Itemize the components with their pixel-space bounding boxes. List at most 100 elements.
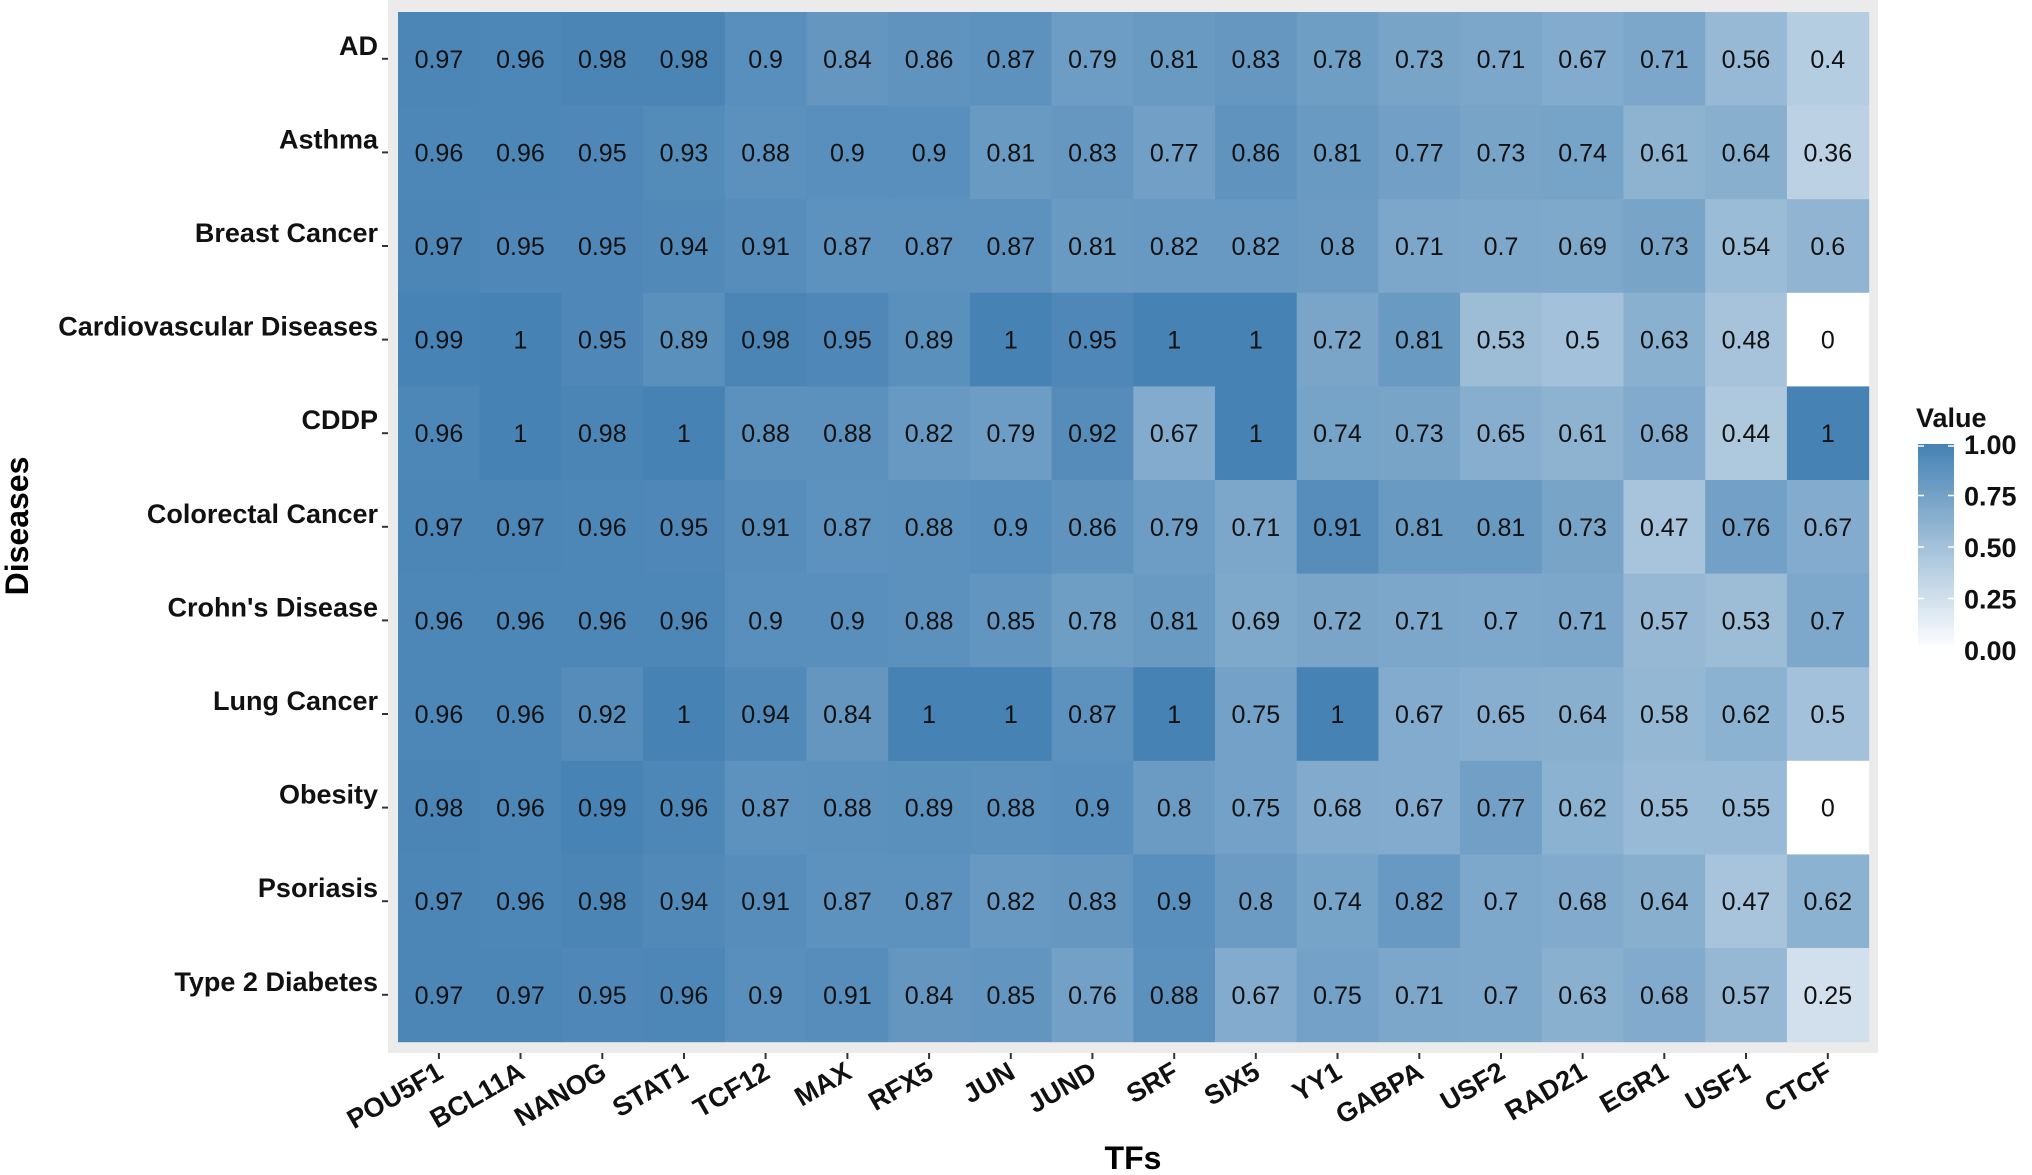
- cell-value-label: 0.84: [823, 46, 872, 74]
- cell-value-label: 0.93: [660, 139, 709, 167]
- cell-value-label: 0: [1821, 327, 1835, 355]
- cell-value-label: 0.81: [986, 139, 1035, 167]
- cell-value-label: 0.48: [1722, 327, 1771, 355]
- heatmap-cell-breast-cancer-ctcf: [1786, 199, 1870, 294]
- heatmap-cell-crohn-s-disease-usf2: [1460, 573, 1543, 668]
- heatmap-cell-asthma-tcf12: [724, 105, 808, 200]
- heatmap-cell-psoriasis-max: [806, 854, 889, 949]
- cell-value-label: 0.98: [415, 795, 464, 823]
- heatmap-cell-psoriasis-rad21: [1541, 854, 1625, 949]
- cell-value-label: 0.96: [415, 607, 464, 635]
- heatmap-cell-type-2-diabetes-stat1: [643, 948, 726, 1043]
- heatmap-cell-obesity-srf: [1133, 760, 1216, 855]
- cell-value-label: 0.96: [415, 420, 464, 448]
- heatmap-cell-crohn-s-disease-gabpa: [1378, 573, 1461, 668]
- x-tick-label-srf: SRF: [1121, 1056, 1183, 1109]
- cell-value-label: 0.7: [1484, 233, 1519, 261]
- heatmap-cell-cddp-pou5f1: [398, 386, 481, 481]
- heatmap-cell-lung-cancer-jun: [969, 667, 1053, 762]
- cell-value-label: 0.67: [1150, 420, 1199, 448]
- cell-value-label: 0.98: [660, 46, 709, 74]
- heatmap-cell-obesity-usf1: [1705, 760, 1788, 855]
- cell-value-label: 0.79: [1150, 514, 1199, 542]
- cell-value-label: 0.96: [415, 139, 464, 167]
- heatmap-cell-breast-cancer-srf: [1133, 199, 1216, 294]
- heatmap-cell-psoriasis-rfx5: [888, 854, 971, 949]
- cell-value-label: 0.72: [1313, 607, 1362, 635]
- cell-value-label: 0.68: [1640, 420, 1689, 448]
- cell-value-label: 0.81: [1395, 327, 1444, 355]
- cell-value-label: 0.75: [1313, 982, 1362, 1010]
- heatmap-cell-colorectal-cancer-yy1: [1296, 480, 1379, 575]
- heatmap-cell-crohn-s-disease-pou5f1: [398, 573, 481, 668]
- heatmap-cell-ad-bcl11a: [479, 12, 562, 107]
- heatmap-cell-breast-cancer-nanog: [561, 199, 644, 294]
- y-axis-title: Diseases: [0, 457, 35, 596]
- cell-value-label: 0.74: [1313, 420, 1362, 448]
- heatmap-cell-lung-cancer-usf2: [1460, 667, 1543, 762]
- cell-value-label: 0.9: [912, 139, 947, 167]
- cell-value-label: 0.87: [986, 233, 1035, 261]
- heatmap-cell-ad-rfx5: [888, 12, 971, 107]
- x-tick-label-jund: JUND: [1023, 1056, 1102, 1119]
- heatmap-cell-type-2-diabetes-yy1: [1296, 948, 1379, 1043]
- heatmap-cell-breast-cancer-egr1: [1623, 199, 1706, 294]
- cell-value-label: 0.95: [496, 233, 545, 261]
- cell-value-label: 0.72: [1313, 327, 1362, 355]
- x-tick-label-egr1: EGR1: [1595, 1056, 1674, 1119]
- cell-value-label: 0.89: [905, 795, 954, 823]
- x-tick-label-max: MAX: [789, 1056, 856, 1112]
- cell-value-label: 0.81: [1150, 46, 1199, 74]
- cell-value-label: 0.87: [823, 233, 872, 261]
- cell-value-label: 0.95: [660, 514, 709, 542]
- x-tick-label-bcl11a: BCL11A: [425, 1056, 530, 1134]
- heatmap-cell-obesity-stat1: [643, 760, 726, 855]
- heatmap-cell-cddp-egr1: [1623, 386, 1706, 481]
- cell-value-label: 0.71: [1395, 233, 1444, 261]
- cell-value-label: 0.67: [1558, 46, 1607, 74]
- heatmap-cell-cardiovascular-diseases-yy1: [1296, 292, 1379, 387]
- cell-value-label: 0.81: [1313, 139, 1362, 167]
- heatmap-cell-lung-cancer-tcf12: [724, 667, 808, 762]
- heatmap-cell-asthma-yy1: [1296, 105, 1379, 200]
- heatmap-cell-type-2-diabetes-jun: [969, 948, 1053, 1043]
- heatmap-cell-cardiovascular-diseases-jun: [969, 292, 1053, 387]
- cell-value-label: 0.78: [1068, 607, 1117, 635]
- heatmap-cell-type-2-diabetes-srf: [1133, 948, 1216, 1043]
- heatmap-cell-obesity-nanog: [561, 760, 644, 855]
- cell-value-label: 0.8: [1157, 795, 1192, 823]
- cell-value-label: 0.95: [578, 139, 627, 167]
- heatmap-cell-type-2-diabetes-nanog: [561, 948, 644, 1043]
- cell-value-label: 0.47: [1640, 514, 1689, 542]
- heatmap-cell-colorectal-cancer-stat1: [643, 480, 726, 575]
- y-tick-label-lung-cancer: Lung Cancer: [213, 686, 379, 716]
- cell-value-label: 0.7: [1484, 607, 1519, 635]
- heatmap-cell-lung-cancer-jund: [1051, 667, 1134, 762]
- cell-value-label: 1: [1249, 327, 1263, 355]
- heatmap-cell-breast-cancer-six5: [1215, 199, 1298, 294]
- heatmap-cell-crohn-s-disease-six5: [1215, 573, 1298, 668]
- heatmap-cell-ad-yy1: [1296, 12, 1379, 107]
- heatmap-cell-crohn-s-disease-bcl11a: [479, 573, 562, 668]
- cell-value-label: 1: [1331, 701, 1345, 729]
- x-tick-label-usf2: USF2: [1435, 1056, 1510, 1116]
- cell-value-label: 0.5: [1810, 701, 1845, 729]
- cell-value-label: 0.87: [905, 888, 954, 916]
- heatmap-cell-cardiovascular-diseases-rfx5: [888, 292, 971, 387]
- heatmap-cell-psoriasis-pou5f1: [398, 854, 481, 949]
- heatmap-cell-crohn-s-disease-jun: [969, 573, 1053, 668]
- cell-value-label: 0.99: [415, 327, 464, 355]
- heatmap-cell-cddp-six5: [1215, 386, 1298, 481]
- legend-tick-label: 1.00: [1964, 430, 2017, 460]
- heatmap-cell-cardiovascular-diseases-six5: [1215, 292, 1298, 387]
- heatmap-cell-cddp-usf2: [1460, 386, 1543, 481]
- cell-value-label: 0.95: [578, 982, 627, 1010]
- heatmap-cell-lung-cancer-usf1: [1705, 667, 1788, 762]
- cell-value-label: 0.76: [1722, 514, 1771, 542]
- cell-value-label: 0.88: [741, 139, 790, 167]
- heatmap-cell-asthma-max: [806, 105, 889, 200]
- cell-value-label: 0.55: [1640, 795, 1689, 823]
- cell-value-label: 0.65: [1477, 420, 1526, 448]
- cell-value-label: 0.84: [905, 982, 954, 1010]
